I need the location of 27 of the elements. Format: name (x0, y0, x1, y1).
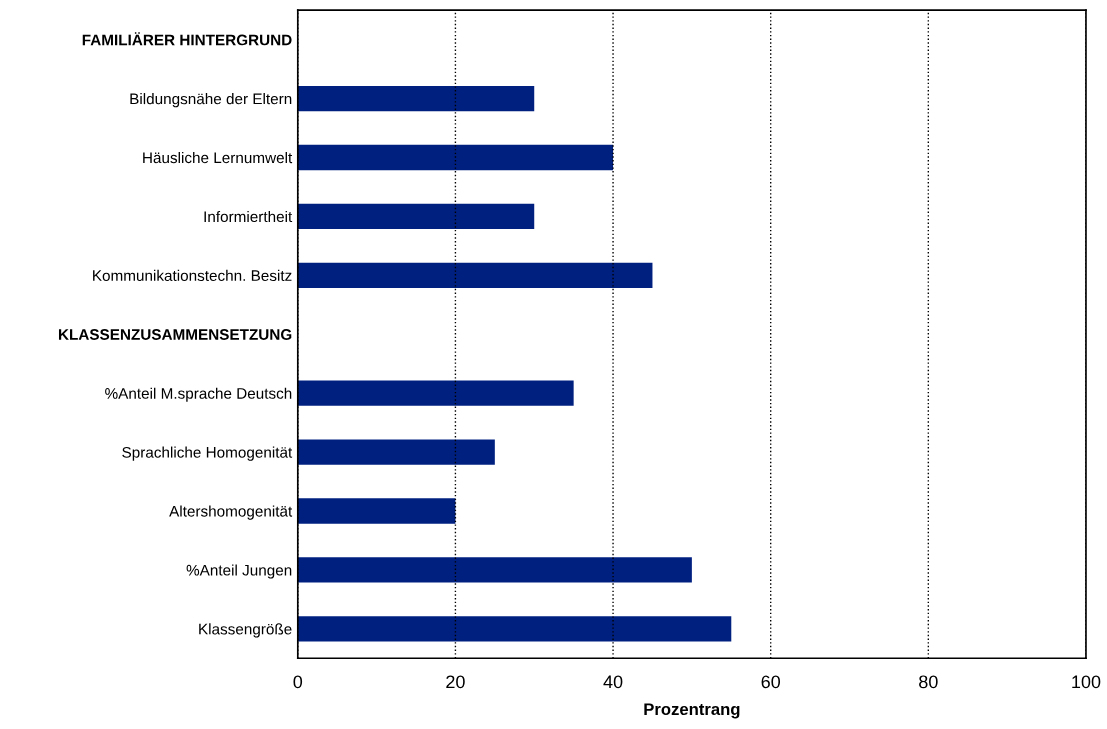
x-axis-title: Prozentrang (644, 703, 740, 719)
bar (297, 262, 653, 288)
bar (297, 616, 732, 642)
y-tick-label: Bildungsnähe der Eltern (130, 93, 292, 108)
y-tick-label: Sprachliche Homogenität (122, 446, 293, 461)
y-tick-label: Klassengröße (199, 623, 292, 638)
bar (297, 557, 692, 583)
x-tick-label: 20 (446, 675, 465, 689)
y-tick-label: %Anteil M.sprache Deutsch (105, 387, 292, 402)
y-tick-label: Häusliche Lernumwelt (143, 151, 293, 164)
x-tick-label: 60 (761, 675, 781, 689)
bar (297, 144, 614, 171)
x-tick-label: 0 (293, 675, 303, 689)
y-tick-label: Informiertheit (204, 210, 293, 223)
y-tick-label: KLASSENZUSAMMENSETZUNG (58, 329, 292, 340)
y-tick-label: FAMILIÄRER HINTERGRUND (82, 32, 292, 46)
x-tick-label: 80 (919, 675, 938, 689)
x-tick-label: 40 (603, 675, 623, 689)
y-tick-label: Kommunikationstechn. Besitz (93, 269, 292, 282)
bar (297, 439, 495, 465)
y-tick-label: %Anteil Jungen (186, 564, 292, 579)
bar (297, 203, 535, 230)
bar (297, 498, 456, 524)
bar (297, 85, 535, 112)
x-tick-label: 100 (1072, 675, 1101, 689)
y-tick-label: Altershomogenität (169, 505, 293, 520)
bar (297, 380, 574, 406)
